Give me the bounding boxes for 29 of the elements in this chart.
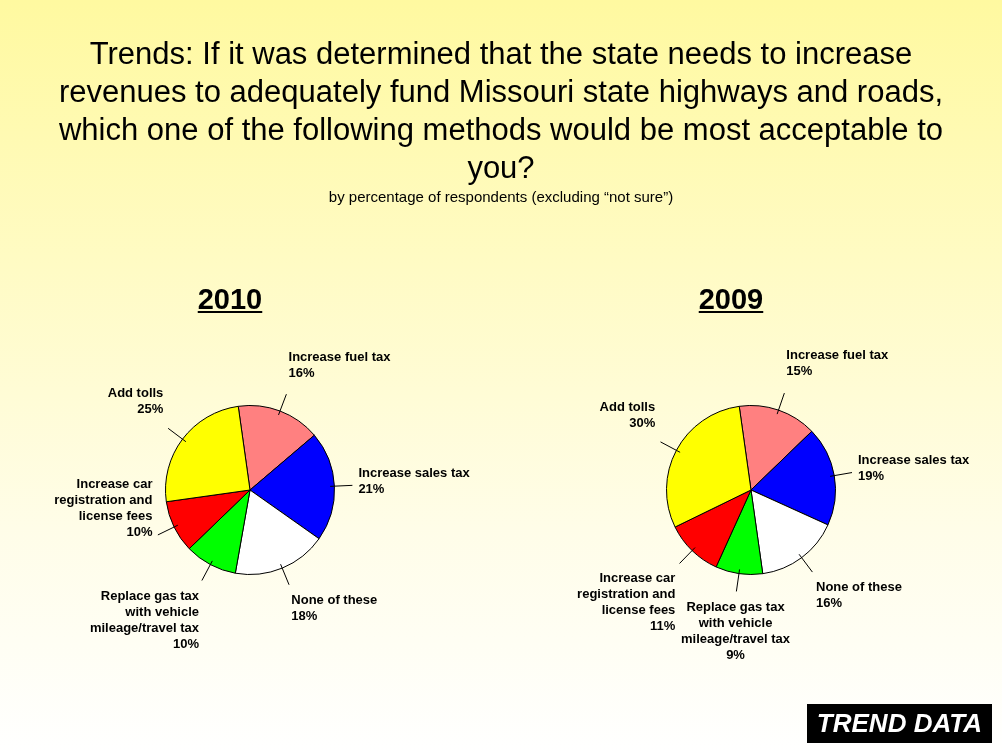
data-label: 16%	[288, 364, 315, 380]
data-label: 10%	[173, 635, 200, 651]
data-label: 11%	[650, 617, 676, 633]
data-label: 9%	[726, 647, 746, 663]
text: TREND DATA	[806, 704, 992, 743]
slice-label: Add tolls	[107, 384, 164, 400]
slice-label: Increase car registration and license fees	[577, 569, 676, 617]
data-label: 15%	[786, 363, 813, 379]
slice-label: Increase fuel tax	[288, 348, 392, 364]
slice-label: Increase sales tax	[358, 465, 471, 481]
data-label: 18%	[291, 608, 318, 624]
text: by percentage of respondents (excluding “not sure”)	[327, 187, 675, 207]
text: Trends: If it was determined that the state needs to increase revenues to adequately fund Missouri state highways and roads, which one of the following methods would be most acceptable to you?	[58, 35, 944, 187]
slice-label: None of these	[815, 578, 902, 594]
data-label: 30%	[629, 415, 656, 431]
chart-title: 2010	[196, 283, 264, 316]
chart-title: 2009	[697, 283, 765, 316]
data-label: 10%	[126, 523, 153, 539]
slice-label: Increase sales tax	[857, 451, 970, 467]
data-label: 25%	[137, 400, 164, 416]
slice-label: Replace gas tax with vehicle mileage/travel tax	[680, 599, 791, 647]
slice-label: Increase car registration and license fees	[54, 475, 153, 523]
data-label: 19%	[857, 467, 885, 483]
data-label: 16%	[815, 594, 843, 610]
slice-label: None of these	[291, 592, 378, 608]
slice-label: Replace gas tax with vehicle mileage/travel tax	[89, 587, 200, 635]
slice-label: Increase fuel tax	[786, 347, 889, 363]
slice-label: Add tolls	[599, 399, 656, 415]
data-label: 21%	[358, 481, 385, 497]
